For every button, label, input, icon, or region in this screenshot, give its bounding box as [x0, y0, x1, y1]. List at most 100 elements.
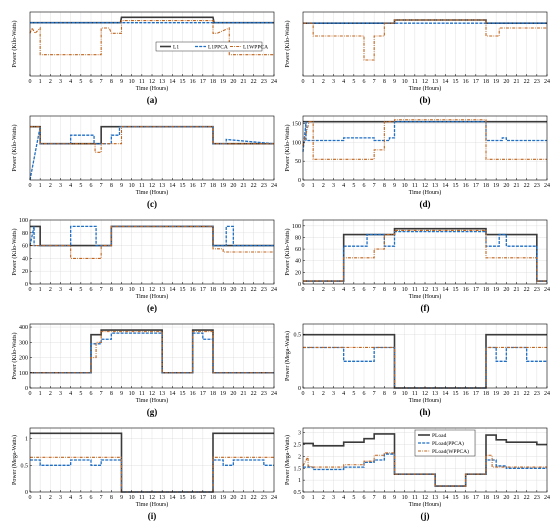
x-tick-label: 10 — [402, 79, 408, 85]
x-tick-label: 16 — [463, 391, 469, 397]
x-tick-label: 15 — [453, 79, 459, 85]
x-tick-label: 16 — [463, 183, 469, 189]
x-axis-label: Time (Hours) — [409, 397, 442, 404]
x-tick-label: 11 — [139, 79, 145, 85]
x-tick-label: 13 — [432, 79, 438, 85]
x-tick-label: 3 — [332, 495, 335, 501]
x-tick-label: 6 — [90, 79, 93, 85]
x-tick-label: 14 — [442, 391, 448, 397]
x-tick-label: 13 — [159, 183, 165, 189]
x-tick-label: 7 — [100, 183, 103, 189]
x-tick-label: 4 — [69, 183, 72, 189]
y-tick-label: 2 — [298, 454, 301, 460]
x-tick-label: 8 — [383, 183, 386, 189]
x-tick-label: 19 — [220, 79, 226, 85]
y-tick-label: 1 — [298, 478, 301, 484]
y-tick-label: 100 — [292, 140, 301, 146]
x-tick-label: 13 — [159, 79, 165, 85]
x-tick-label: 19 — [493, 495, 499, 501]
x-tick-label: 17 — [473, 79, 479, 85]
x-tick-label: 23 — [261, 287, 267, 293]
x-tick-label: 18 — [210, 391, 216, 397]
y-tick-label: 20 — [295, 270, 301, 276]
x-axis-label: Time (Hours) — [136, 189, 169, 196]
x-tick-label: 7 — [373, 183, 376, 189]
x-tick-label: 12 — [422, 287, 428, 293]
y-axis-label: Power (Mega-Watts) — [284, 331, 291, 381]
x-tick-label: 23 — [261, 79, 267, 85]
x-tick-label: 14 — [169, 79, 175, 85]
x-tick-label: 12 — [422, 183, 428, 189]
x-tick-label: 20 — [503, 495, 509, 501]
series-line-ppca — [29, 126, 275, 181]
panel-label: (b) — [420, 95, 431, 105]
chart-panel-a: 0 1 2 3 4 5 6 7 8 9 10 11 12 13 14 15 16 17 18 19 20 21 22 23 24… — [11, 11, 277, 105]
x-tick-label: 18 — [210, 287, 216, 293]
y-tick-label: 40 — [295, 259, 301, 265]
x-tick-label: 24 — [271, 79, 277, 85]
x-tick-label: 21 — [514, 495, 520, 501]
x-tick-label: 23 — [534, 183, 540, 189]
series-line-wppca — [303, 229, 547, 282]
x-tick-label: 1 — [312, 287, 315, 293]
x-tick-label: 19 — [220, 495, 226, 501]
x-tick-label: 19 — [493, 287, 499, 293]
x-tick-label: 21 — [241, 495, 247, 501]
x-tick-label: 9 — [393, 79, 396, 85]
x-axis-label: Time (Hours) — [136, 397, 169, 404]
x-tick-label: 22 — [524, 391, 530, 397]
x-tick-label: 6 — [363, 391, 366, 397]
x-axis-label: Time (Hours) — [136, 293, 169, 300]
x-tick-label: 22 — [251, 287, 257, 293]
x-tick-label: 1 — [39, 287, 42, 293]
x-tick-label: 16 — [463, 495, 469, 501]
x-tick-label: 5 — [79, 183, 82, 189]
y-axis-label: Power (Kilo-Watts) — [11, 124, 18, 171]
x-tick-label: 6 — [363, 79, 366, 85]
x-tick-label: 17 — [200, 391, 206, 397]
x-tick-label: 9 — [393, 495, 396, 501]
x-tick-label: 7 — [373, 287, 376, 293]
x-tick-label: 12 — [149, 391, 155, 397]
x-tick-label: 19 — [220, 287, 226, 293]
x-tick-label: 14 — [442, 287, 448, 293]
x-tick-label: 24 — [271, 391, 277, 397]
x-tick-label: 2 — [322, 495, 325, 501]
x-tick-label: 5 — [79, 287, 82, 293]
x-tick-label: 0 — [29, 495, 32, 501]
x-tick-label: 2 — [322, 183, 325, 189]
x-tick-label: 11 — [139, 183, 145, 189]
y-tick-label: 200 — [19, 356, 28, 362]
x-tick-label: 15 — [180, 183, 186, 189]
x-tick-label: 23 — [534, 79, 540, 85]
x-tick-label: 17 — [473, 495, 479, 501]
series-line-wppca — [302, 119, 547, 160]
panel-label: (f) — [421, 303, 430, 313]
x-tick-label: 18 — [210, 79, 216, 85]
x-tick-label: 16 — [190, 183, 196, 189]
x-tick-label: 11 — [139, 495, 145, 501]
x-tick-label: 20 — [503, 183, 509, 189]
legend-entry: PLoad(WPPCA) — [432, 448, 469, 455]
x-tick-label: 0 — [302, 79, 305, 85]
x-tick-label: 8 — [383, 391, 386, 397]
x-tick-label: 0 — [302, 495, 305, 501]
chart-panel-j: 0 1 2 3 4 5 6 7 8 9 10 11 12 13 14 15 16 17 18 19 20 21 22 23 24… — [284, 427, 550, 521]
x-tick-label: 2 — [322, 79, 325, 85]
x-tick-label: 2 — [49, 79, 52, 85]
series-line-wppca — [30, 331, 274, 374]
x-tick-label: 8 — [110, 287, 113, 293]
y-axis-label: Power (Kilo-Watts) — [284, 228, 291, 275]
y-tick-label: 80 — [22, 231, 28, 237]
legend-entry: PLoad(PPCA) — [432, 440, 464, 447]
y-axis-label: Power (Mega-Watts) — [284, 435, 291, 485]
x-tick-label: 15 — [180, 79, 186, 85]
x-tick-label: 12 — [149, 79, 155, 85]
x-tick-label: 0 — [302, 287, 305, 293]
x-tick-label: 8 — [110, 183, 113, 189]
x-tick-label: 20 — [503, 287, 509, 293]
x-tick-label: 23 — [534, 391, 540, 397]
x-tick-label: 23 — [261, 183, 267, 189]
